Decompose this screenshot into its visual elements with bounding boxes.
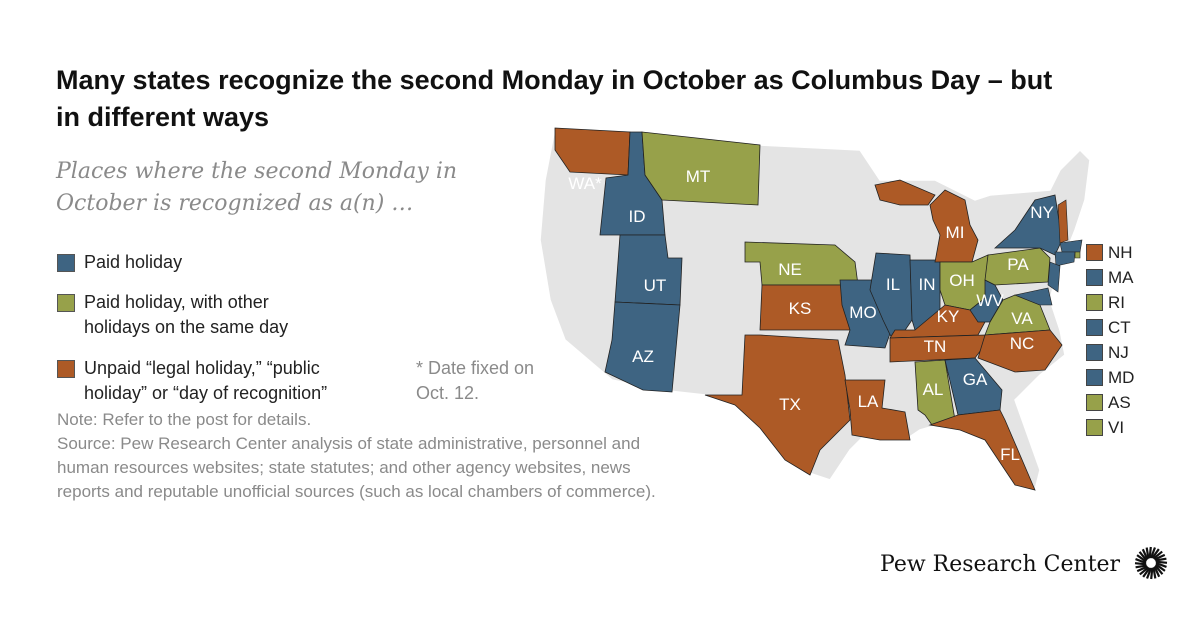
small-state-label: VI bbox=[1108, 418, 1125, 437]
state-nj bbox=[1047, 261, 1061, 293]
state-label-tn: TN bbox=[924, 337, 947, 356]
small-state-legend-ct: CT bbox=[1086, 318, 1131, 338]
state-md bbox=[1013, 287, 1053, 306]
state-tx bbox=[704, 334, 851, 476]
legend-swatch bbox=[1086, 294, 1103, 311]
small-state-label: NH bbox=[1108, 243, 1133, 262]
state-label-la: LA bbox=[858, 392, 879, 411]
state-fl bbox=[928, 409, 1036, 491]
legend-swatch bbox=[1086, 319, 1103, 336]
small-state-label: MD bbox=[1108, 368, 1135, 387]
state-mi bbox=[929, 189, 979, 263]
legend-label: Unpaid “legal holiday,” “public holiday”… bbox=[84, 358, 328, 403]
state-mt bbox=[641, 131, 761, 206]
state-mi-upper bbox=[874, 179, 936, 206]
footnote: * Date fixed on Oct. 12. bbox=[416, 358, 535, 403]
small-state-label: NJ bbox=[1108, 343, 1129, 362]
state-label-oh: OH bbox=[949, 271, 975, 290]
state-label-ks: KS bbox=[789, 299, 812, 318]
state-label-ny: NY bbox=[1030, 203, 1054, 222]
legend-swatch-paid-other bbox=[57, 294, 75, 312]
state-label-wa: WA* bbox=[568, 174, 602, 193]
legend-swatch bbox=[1086, 269, 1103, 286]
note-and-source: Note: Refer to the post for details. Sou… bbox=[57, 408, 657, 504]
state-label-nc: NC bbox=[1010, 334, 1035, 353]
state-ct bbox=[1054, 251, 1076, 267]
legend-item-unpaid: Unpaid “legal holiday,” “public holiday”… bbox=[57, 356, 387, 406]
state-label-wv: WV bbox=[976, 291, 1004, 310]
state-label-ky: KY bbox=[937, 307, 960, 326]
source: Source: Pew Research Center analysis of … bbox=[57, 434, 656, 501]
state-label-fl: FL bbox=[1000, 445, 1020, 464]
chart-subtitle: Places where the second Monday in Octobe… bbox=[56, 159, 458, 216]
state-label-al: AL bbox=[923, 380, 944, 399]
legend-label: Paid holiday, with other holidays on the… bbox=[84, 292, 289, 337]
state-label-va: VA bbox=[1011, 309, 1033, 328]
brand-name: Pew Research Center bbox=[880, 552, 1121, 577]
small-state-legend-as: AS bbox=[1086, 393, 1131, 413]
state-ga bbox=[944, 357, 1003, 416]
chart-title: Many states recognize the second Monday … bbox=[56, 65, 1053, 132]
state-label-mo: MO bbox=[849, 303, 876, 322]
state-la bbox=[844, 379, 911, 441]
legend-swatch bbox=[1086, 419, 1103, 436]
state-label-id: ID bbox=[629, 207, 646, 226]
state-wv bbox=[969, 279, 1004, 323]
small-state-label: MA bbox=[1108, 268, 1134, 287]
legend-swatch bbox=[1086, 369, 1103, 386]
small-state-legend-vi: VI bbox=[1086, 418, 1124, 438]
state-label-il: IL bbox=[886, 275, 900, 294]
state-label-az: AZ bbox=[632, 347, 654, 366]
small-state-label: CT bbox=[1108, 318, 1131, 337]
state-label-pa: PA bbox=[1007, 255, 1029, 274]
pew-sunburst-icon bbox=[1134, 546, 1168, 580]
note: Note: Refer to the post for details. bbox=[57, 410, 312, 429]
state-nc bbox=[977, 329, 1063, 373]
state-label-mt: MT bbox=[686, 167, 711, 186]
state-wa bbox=[554, 127, 631, 176]
state-label-ga: GA bbox=[963, 370, 988, 389]
legend-swatch bbox=[1086, 344, 1103, 361]
small-state-legend-ma: MA bbox=[1086, 268, 1134, 288]
state-label-tx: TX bbox=[779, 395, 801, 414]
small-state-label: RI bbox=[1108, 293, 1125, 312]
legend-item-paid-other: Paid holiday, with other holidays on the… bbox=[57, 290, 317, 340]
legend-swatch-paid bbox=[57, 254, 75, 272]
state-nh bbox=[1057, 199, 1069, 244]
state-label-in: IN bbox=[919, 275, 936, 294]
state-label-mi: MI bbox=[946, 223, 965, 242]
pew-logo: Pew Research Center bbox=[880, 545, 1169, 581]
state-label-ne: NE bbox=[778, 260, 802, 279]
legend-swatch-unpaid bbox=[57, 360, 75, 378]
small-state-label: AS bbox=[1108, 393, 1131, 412]
legend-swatch bbox=[1086, 394, 1103, 411]
small-state-legend-nj: NJ bbox=[1086, 343, 1129, 363]
small-state-legend-md: MD bbox=[1086, 368, 1134, 388]
state-az bbox=[604, 301, 681, 393]
small-state-legend-nh: NH bbox=[1086, 243, 1133, 263]
state-label-ut: UT bbox=[644, 276, 667, 295]
legend-swatch bbox=[1086, 244, 1103, 261]
state-ri bbox=[1074, 251, 1081, 259]
small-state-legend-ri: RI bbox=[1086, 293, 1125, 313]
legend-label: Paid holiday bbox=[84, 252, 183, 272]
legend-item-paid: Paid holiday bbox=[57, 250, 357, 275]
